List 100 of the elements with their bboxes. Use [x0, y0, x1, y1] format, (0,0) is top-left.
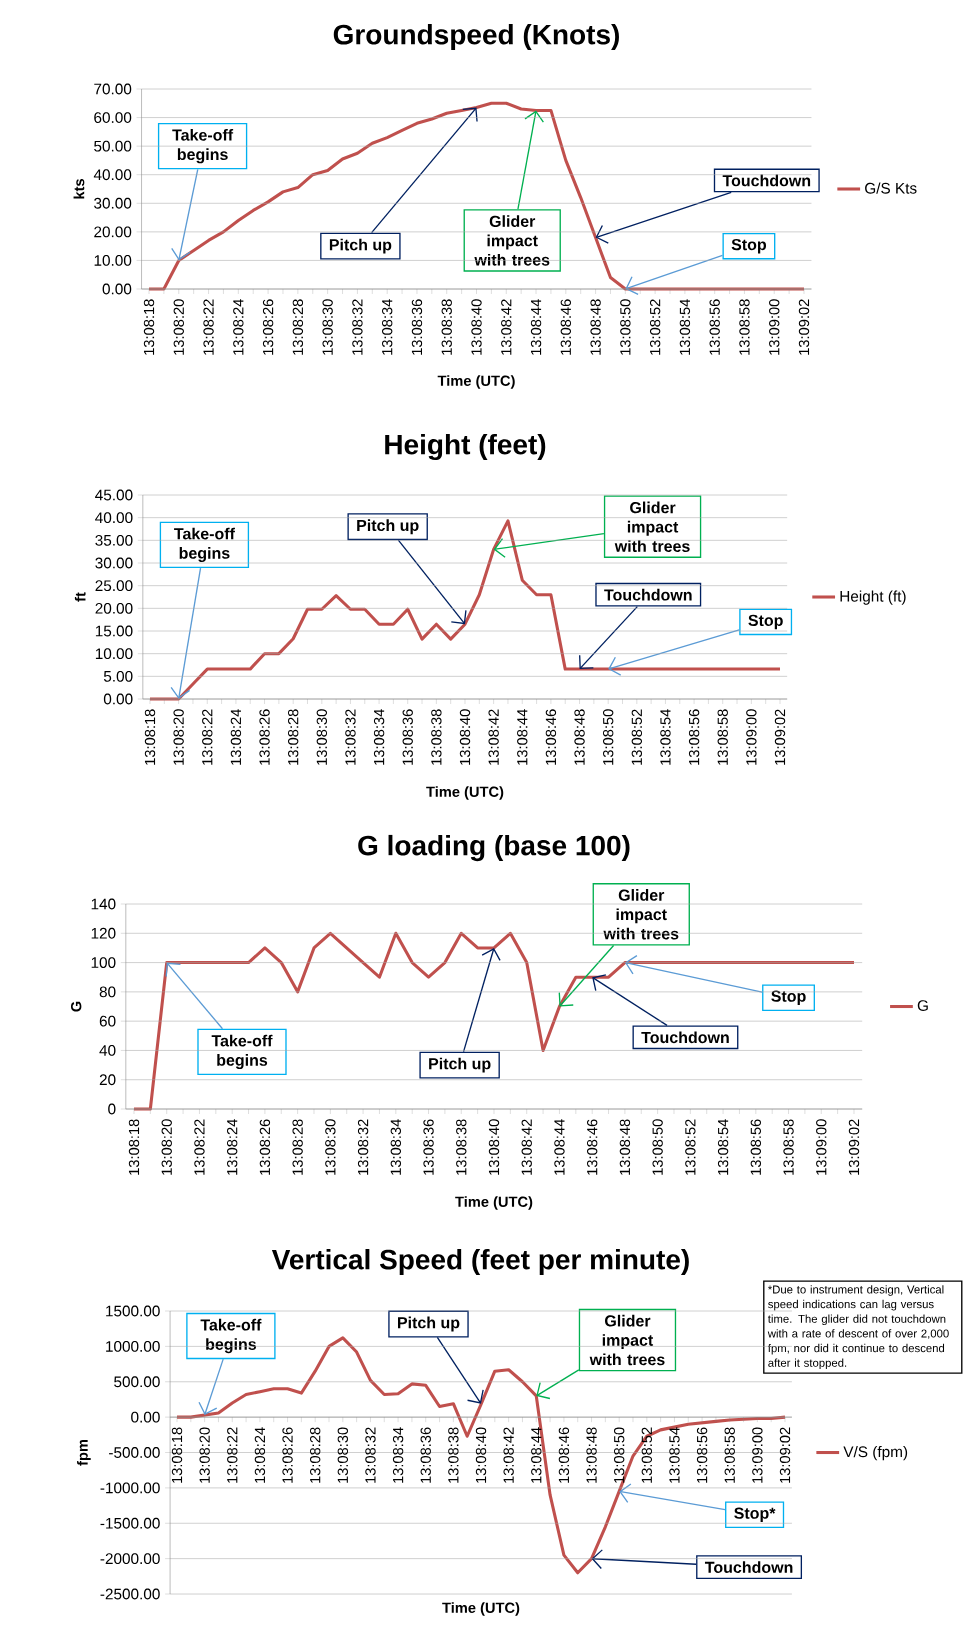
x-tick-label: 13:08:56	[696, 1427, 708, 1483]
x-tick-label: 13:09:00	[769, 299, 780, 355]
y-tick-label: 20.00	[95, 602, 133, 614]
legend-label: G/S Kts	[865, 182, 917, 194]
y-tick-label: 70.00	[94, 83, 132, 95]
x-tick-label: 13:08:52	[641, 1427, 653, 1483]
x-tick-label: 13:08:46	[558, 1427, 570, 1483]
x-tick-label: 13:08:58	[783, 1119, 794, 1175]
y-tick-label: 1000.00	[106, 1340, 160, 1352]
annotation: Stop	[771, 990, 806, 1005]
x-tick-label: 13:08:40	[459, 709, 471, 765]
annotation: Stop	[731, 238, 767, 254]
annotation: *Due to instrument design, Vertical speed indications can lag versus time. The glider did not touchdown with a rate of descent of over 2,000 fpm, nor did it continue to descend after it stopped.	[767, 1285, 949, 1370]
annotation: Pitch up	[357, 519, 419, 535]
x-tick-label: 13:08:34	[390, 1119, 402, 1175]
y-tick-label: 120	[91, 927, 116, 939]
x-tick-label: 13:09:02	[779, 1427, 791, 1483]
y-tick-label: 45.00	[95, 489, 133, 501]
x-tick-label: 13:08:56	[688, 709, 700, 765]
y-tick-label: 100	[91, 957, 116, 969]
chart-title: Height (feet)	[385, 433, 546, 461]
x-tick-label: 13:08:20	[173, 709, 184, 765]
x-tick-label: 13:08:54	[679, 299, 691, 355]
annotation: Glider impact with trees	[474, 215, 550, 266]
x-tick-label: 13:08:50	[652, 1119, 663, 1175]
y-tick-label: 10.00	[94, 255, 132, 266]
x-tick-label: 13:08:52	[649, 299, 661, 355]
x-tick-label: 13:08:42	[521, 1119, 532, 1175]
legend-label: G	[917, 1000, 928, 1012]
annotation: Take-off begins	[174, 527, 235, 563]
x-tick-label: 13:08:52	[631, 709, 643, 765]
x-tick-label: 13:08:32	[345, 709, 356, 765]
chart-title: Groundspeed (Knots)	[333, 23, 619, 51]
x-tick-label: 13:08:24	[227, 1119, 238, 1175]
x-tick-label: 13:08:30	[322, 299, 333, 355]
x-tick-label: 13:08:20	[173, 299, 184, 355]
x-tick-label: 13:08:56	[709, 299, 720, 355]
x-tick-label: 13:08:44	[517, 709, 528, 765]
y-axis-title: kts	[73, 179, 85, 199]
annotation: Pitch up	[398, 1316, 460, 1332]
x-tick-label: 13:08:24	[230, 709, 242, 765]
x-tick-label: 13:09:02	[848, 1119, 860, 1175]
x-tick-label: 13:08:28	[292, 1119, 303, 1175]
y-tick-label: 5.00	[103, 670, 133, 682]
x-tick-label: 13:08:24	[254, 1427, 266, 1483]
x-tick-label: 13:08:22	[202, 709, 213, 765]
y-tick-label: -1000.00	[100, 1482, 160, 1494]
x-axis-title: Time (UTC)	[437, 375, 515, 389]
y-tick-label: 20	[99, 1074, 116, 1086]
annotation: Stop*	[734, 1507, 776, 1523]
y-tick-label: 40.00	[95, 512, 133, 524]
annotation: Pitch up	[429, 1057, 491, 1073]
x-tick-label: 13:08:52	[685, 1119, 696, 1175]
x-tick-label: 13:08:24	[233, 299, 244, 355]
x-tick-label: 13:08:44	[530, 299, 542, 355]
x-tick-label: 13:08:50	[603, 709, 614, 765]
y-tick-label: 35.00	[95, 534, 133, 546]
x-tick-label: 13:08:46	[545, 709, 557, 765]
x-tick-label: 13:08:48	[574, 709, 585, 765]
x-tick-label: 13:08:18	[128, 1119, 140, 1175]
y-tick-label: 10.00	[95, 648, 133, 660]
y-axis-title: G	[71, 1001, 82, 1012]
x-tick-label: 13:08:22	[203, 299, 214, 355]
y-tick-label: -2000.00	[100, 1553, 160, 1565]
y-tick-label: 30.00	[95, 557, 133, 569]
y-tick-label: 60.00	[94, 112, 132, 123]
annotation: Glider impact with trees	[589, 1314, 665, 1366]
x-tick-label: 13:08:36	[411, 299, 423, 355]
x-tick-label: 13:09:00	[746, 709, 757, 765]
y-tick-label: -2500.00	[100, 1588, 160, 1600]
y-tick-label: 25.00	[95, 580, 133, 592]
x-tick-label: 13:08:26	[259, 1119, 271, 1175]
annotation: Stop	[748, 614, 783, 630]
annotation: Touchdown	[604, 588, 692, 601]
x-tick-label: 13:08:18	[171, 1427, 183, 1483]
x-tick-label: 13:08:40	[471, 299, 482, 355]
x-tick-label: 13:08:18	[144, 709, 156, 765]
x-tick-label: 13:09:00	[752, 1427, 763, 1483]
y-tick-label: -500.00	[109, 1447, 160, 1458]
legend-label: Height (ft)	[840, 590, 906, 605]
x-tick-label: 13:08:54	[669, 1427, 680, 1483]
y-tick-label: 0.00	[103, 693, 133, 705]
x-tick-label: 13:08:42	[488, 709, 499, 765]
x-tick-label: 13:08:50	[620, 299, 631, 355]
x-tick-label: 13:08:34	[373, 709, 385, 765]
x-tick-label: 13:08:36	[402, 709, 413, 765]
x-tick-label: 13:08:44	[554, 1119, 565, 1175]
y-tick-label: 500.00	[114, 1376, 160, 1388]
x-tick-label: 13:08:44	[531, 1427, 542, 1483]
annotation: Glider impact with trees	[614, 501, 690, 552]
x-tick-label: 13:08:18	[143, 299, 155, 355]
x-tick-label: 13:08:58	[724, 1427, 735, 1483]
y-axis-title: ft	[74, 592, 86, 602]
chart-title: Vertical Speed (feet per minute)	[271, 1248, 689, 1276]
x-tick-label: 13:08:46	[560, 299, 572, 355]
x-tick-label: 13:08:30	[316, 709, 328, 765]
x-tick-label: 13:08:34	[382, 299, 393, 355]
x-tick-label: 13:08:36	[420, 1427, 431, 1483]
y-tick-label: 0	[108, 1103, 116, 1115]
y-tick-label: 60	[99, 1015, 116, 1027]
